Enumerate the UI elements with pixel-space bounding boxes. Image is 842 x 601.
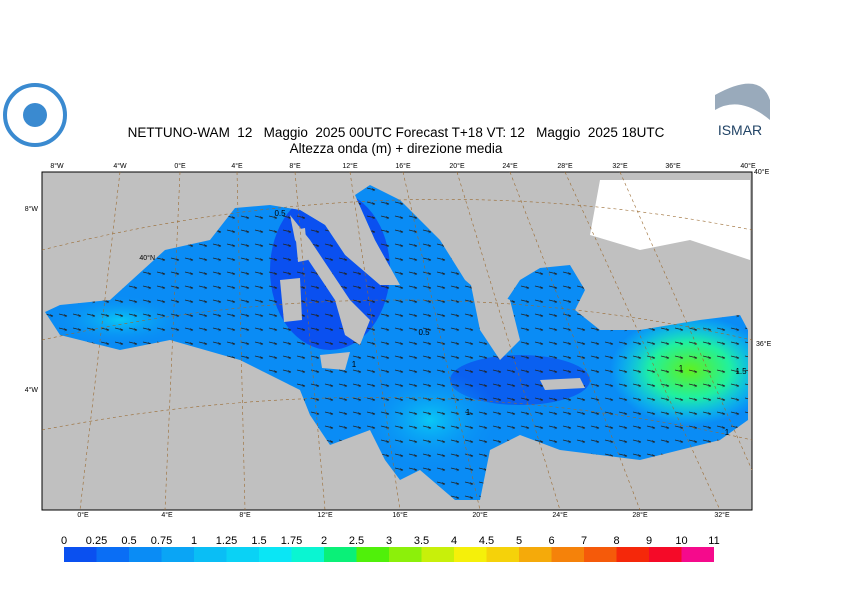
legend-label: 6 [548, 535, 554, 547]
graticule-label: 8°W [50, 162, 64, 170]
legend-label: 0.25 [86, 535, 107, 547]
legend-swatch [129, 547, 162, 562]
graticule-label: 16°E [392, 511, 408, 519]
graticule-label: 20°E [449, 162, 465, 170]
contour-label: 1 [725, 428, 730, 437]
graticule-label: 4°W [113, 162, 127, 170]
legend-label: 0 [61, 535, 67, 547]
legend-swatch [584, 547, 617, 562]
graticule-label: 8°E [289, 162, 301, 170]
legend-label: 11 [708, 535, 719, 547]
subtitle: Altezza onda (m) + direzione media [290, 141, 503, 156]
graticule-label: 36°E [756, 340, 772, 348]
graticule-label: 32°E [612, 162, 628, 170]
logo-right: ISMAR [710, 80, 770, 140]
legend-swatch [356, 547, 389, 562]
graticule-label: 40°E [754, 168, 770, 176]
contour-label: 1 [352, 360, 357, 369]
legend-label: 3.5 [414, 535, 429, 547]
legend-label: 0.75 [151, 535, 172, 547]
graticule-label: 16°E [395, 162, 411, 170]
graticule-label: 28°E [632, 511, 648, 519]
logo-left [3, 83, 67, 147]
graticule-label: 4°E [231, 162, 243, 170]
legend-swatch [681, 547, 714, 562]
graticule-label: 8°W [25, 205, 39, 213]
graticule-label: 12°E [317, 511, 333, 519]
legend-label: 8 [613, 535, 619, 547]
legend-swatch [194, 547, 227, 562]
legend-label: 7 [581, 535, 587, 547]
legend-label: 1.75 [281, 535, 302, 547]
graticule-label: 4°W [25, 386, 39, 394]
graticule-label: 40°E [740, 162, 756, 170]
contour-label: 1 [679, 364, 684, 373]
graticule-label: 24°E [502, 162, 518, 170]
title: NETTUNO-WAM 12 Maggio 2025 00UTC Forecas… [128, 125, 665, 140]
logo-text: ISMAR [718, 122, 762, 138]
legend-swatch [64, 547, 97, 562]
legend-label: 4.5 [479, 535, 494, 547]
legend-swatch [551, 547, 584, 562]
graticule-label: 36°E [665, 162, 681, 170]
legend-swatch [259, 547, 292, 562]
legend-label: 4 [451, 535, 457, 547]
legend-swatch [96, 547, 129, 562]
graticule-label: 4°E [161, 511, 173, 519]
contour-label: 0.5 [274, 209, 286, 218]
graticule-label: 0°E [77, 511, 89, 519]
legend-swatch [389, 547, 422, 562]
legend-swatch [649, 547, 682, 562]
graticule-label: 20°E [472, 511, 488, 519]
legend-swatch [324, 547, 357, 562]
legend-swatch [616, 547, 649, 562]
graticule-label: 32°E [714, 511, 730, 519]
legend-label: 1 [191, 535, 197, 547]
graticule-label: 28°E [557, 162, 573, 170]
contour-label: 0.5 [418, 328, 430, 337]
graticule-label: 24°E [552, 511, 568, 519]
legend-label: 5 [516, 535, 522, 547]
black-sea [590, 180, 750, 260]
legend-swatch [519, 547, 552, 562]
legend-swatch [454, 547, 487, 562]
graticule-label: 8°E [239, 511, 251, 519]
graticule-label: 40°N [139, 254, 155, 262]
graticule-label: 12°E [342, 162, 358, 170]
legend-label: 9 [646, 535, 652, 547]
contour-label: 1.5 [735, 367, 747, 376]
graticule-label: 0°E [174, 162, 186, 170]
legend-label: 0.5 [121, 535, 136, 547]
legend-swatch [421, 547, 454, 562]
legend-swatch [486, 547, 519, 562]
legend-swatch [161, 547, 194, 562]
legend-swatch [226, 547, 259, 562]
legend-label: 2 [321, 535, 327, 547]
legend-label: 2.5 [349, 535, 364, 547]
legend-swatch [291, 547, 324, 562]
graticule [41, 171, 753, 511]
legend-label: 1.25 [216, 535, 237, 547]
legend-label: 10 [675, 535, 687, 547]
legend-label: 1.5 [251, 535, 266, 547]
contour-label: 1 [466, 408, 471, 417]
legend-label: 3 [386, 535, 392, 547]
